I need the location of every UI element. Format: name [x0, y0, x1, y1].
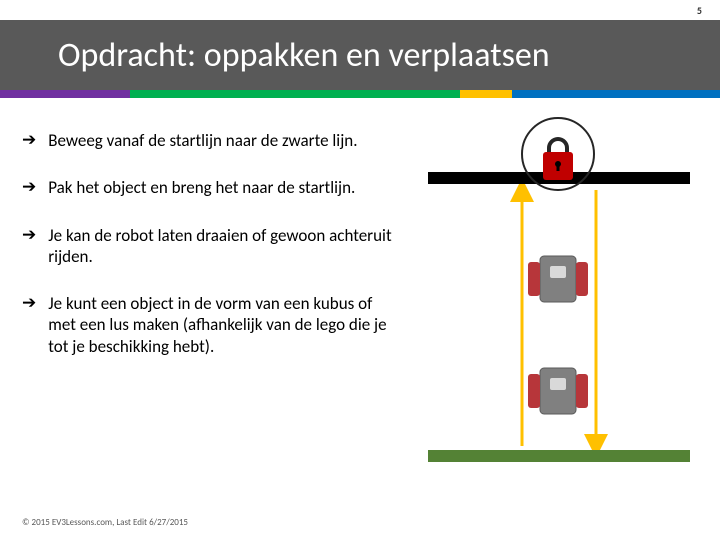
- diagram: [410, 116, 700, 496]
- accent-segment: [0, 90, 130, 98]
- bullet-list: ➔ Beweeg vanaf de startlijn naar de zwart…: [22, 130, 392, 383]
- accent-bar: [0, 90, 720, 98]
- bullet-text: Je kunt een object in de vorm van een ku…: [48, 293, 392, 357]
- title-bar: Opdracht: oppakken en verplaatsen: [0, 20, 720, 90]
- arrow-icon: ➔: [22, 225, 36, 245]
- arrow-icon: ➔: [22, 130, 36, 150]
- accent-segment: [512, 90, 720, 98]
- arrow-icon: ➔: [22, 293, 36, 313]
- bullet-item: ➔ Je kan de robot laten draaien of gewoon…: [22, 225, 392, 268]
- bullet-item: ➔ Je kunt een object in de vorm van een k…: [22, 293, 392, 357]
- diagram-svg: [410, 116, 700, 496]
- accent-segment: [460, 90, 512, 98]
- bullet-item: ➔ Pak het object en breng het naar de sta…: [22, 177, 392, 198]
- arrow-icon: ➔: [22, 177, 36, 197]
- bullet-text: Pak het object en breng het naar de star…: [48, 177, 355, 198]
- accent-segment: [130, 90, 460, 98]
- slide-title: Opdracht: oppakken en verplaatsen: [58, 35, 550, 76]
- bullet-text: Je kan de robot laten draaien of gewoon …: [48, 225, 392, 268]
- bullet-text: Beweeg vanaf de startlijn naar de zwarte…: [48, 130, 357, 151]
- page-number: 5: [697, 4, 702, 17]
- footer-text: © 2015 EV3Lessons.com, Last Edit 6/27/20…: [22, 517, 188, 528]
- bullet-item: ➔ Beweeg vanaf de startlijn naar de zwart…: [22, 130, 392, 151]
